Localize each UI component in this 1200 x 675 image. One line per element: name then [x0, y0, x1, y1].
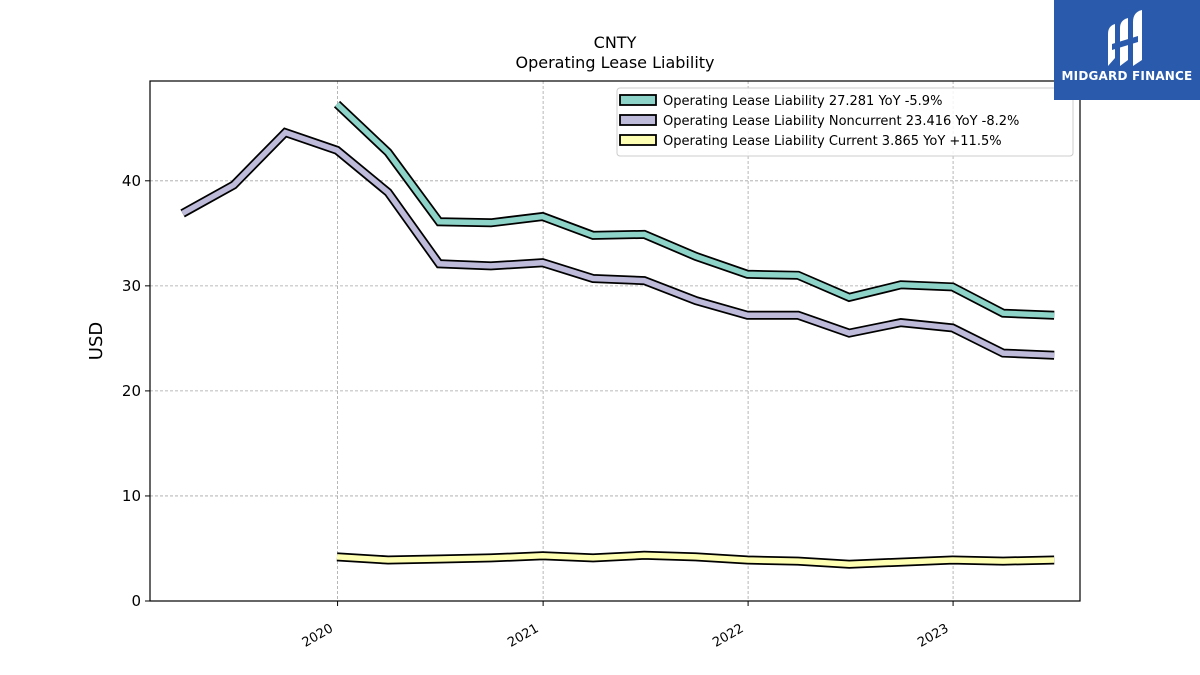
brand-logo: MIDGARD FINANCE — [1054, 0, 1200, 100]
plot-frame — [149, 80, 1081, 602]
x-tick-label: 2022 — [710, 621, 746, 651]
legend-swatch — [619, 134, 657, 146]
series-line — [336, 552, 1055, 567]
series-outline — [180, 127, 1055, 360]
y-tick-label: 20 — [122, 382, 141, 400]
logo-text: MIDGARD FINANCE — [1061, 69, 1193, 83]
series-line — [335, 102, 1055, 319]
x-tick-label: 2020 — [300, 621, 336, 651]
y-axis-label: USD — [86, 322, 107, 360]
chart-subtitle: Operating Lease Liability — [515, 53, 714, 72]
legend-swatch — [619, 114, 657, 126]
y-tick-label: 30 — [122, 277, 141, 295]
x-tick-label: 2023 — [915, 621, 951, 651]
legend-entry: Operating Lease Liability Noncurrent 23.… — [663, 114, 1019, 129]
y-tick-label: 10 — [122, 487, 141, 505]
y-tick-label: 0 — [131, 592, 141, 610]
legend-entry: Operating Lease Liability Current 3.865 … — [663, 134, 1002, 149]
legend-entry: Operating Lease Liability 27.281 YoY -5.… — [663, 94, 942, 109]
chart-title: CNTY — [594, 33, 637, 52]
series-layer — [180, 100, 1055, 569]
y-tick-label: 40 — [122, 172, 141, 190]
axes: 0 10 20 30 40 2020 2021 2022 2023 — [122, 172, 954, 651]
logo-mark-icon — [1108, 10, 1142, 66]
legend: Operating Lease Liability 27.281 YoY -5.… — [616, 87, 1074, 157]
series-1 — [333, 100, 1055, 320]
legend-box — [616, 87, 1074, 157]
series-line — [181, 129, 1055, 358]
x-tick-label: 2021 — [505, 621, 541, 651]
grid — [150, 81, 1080, 602]
series-3 — [336, 550, 1055, 569]
series-2 — [180, 127, 1055, 360]
legend-swatch — [619, 94, 657, 106]
